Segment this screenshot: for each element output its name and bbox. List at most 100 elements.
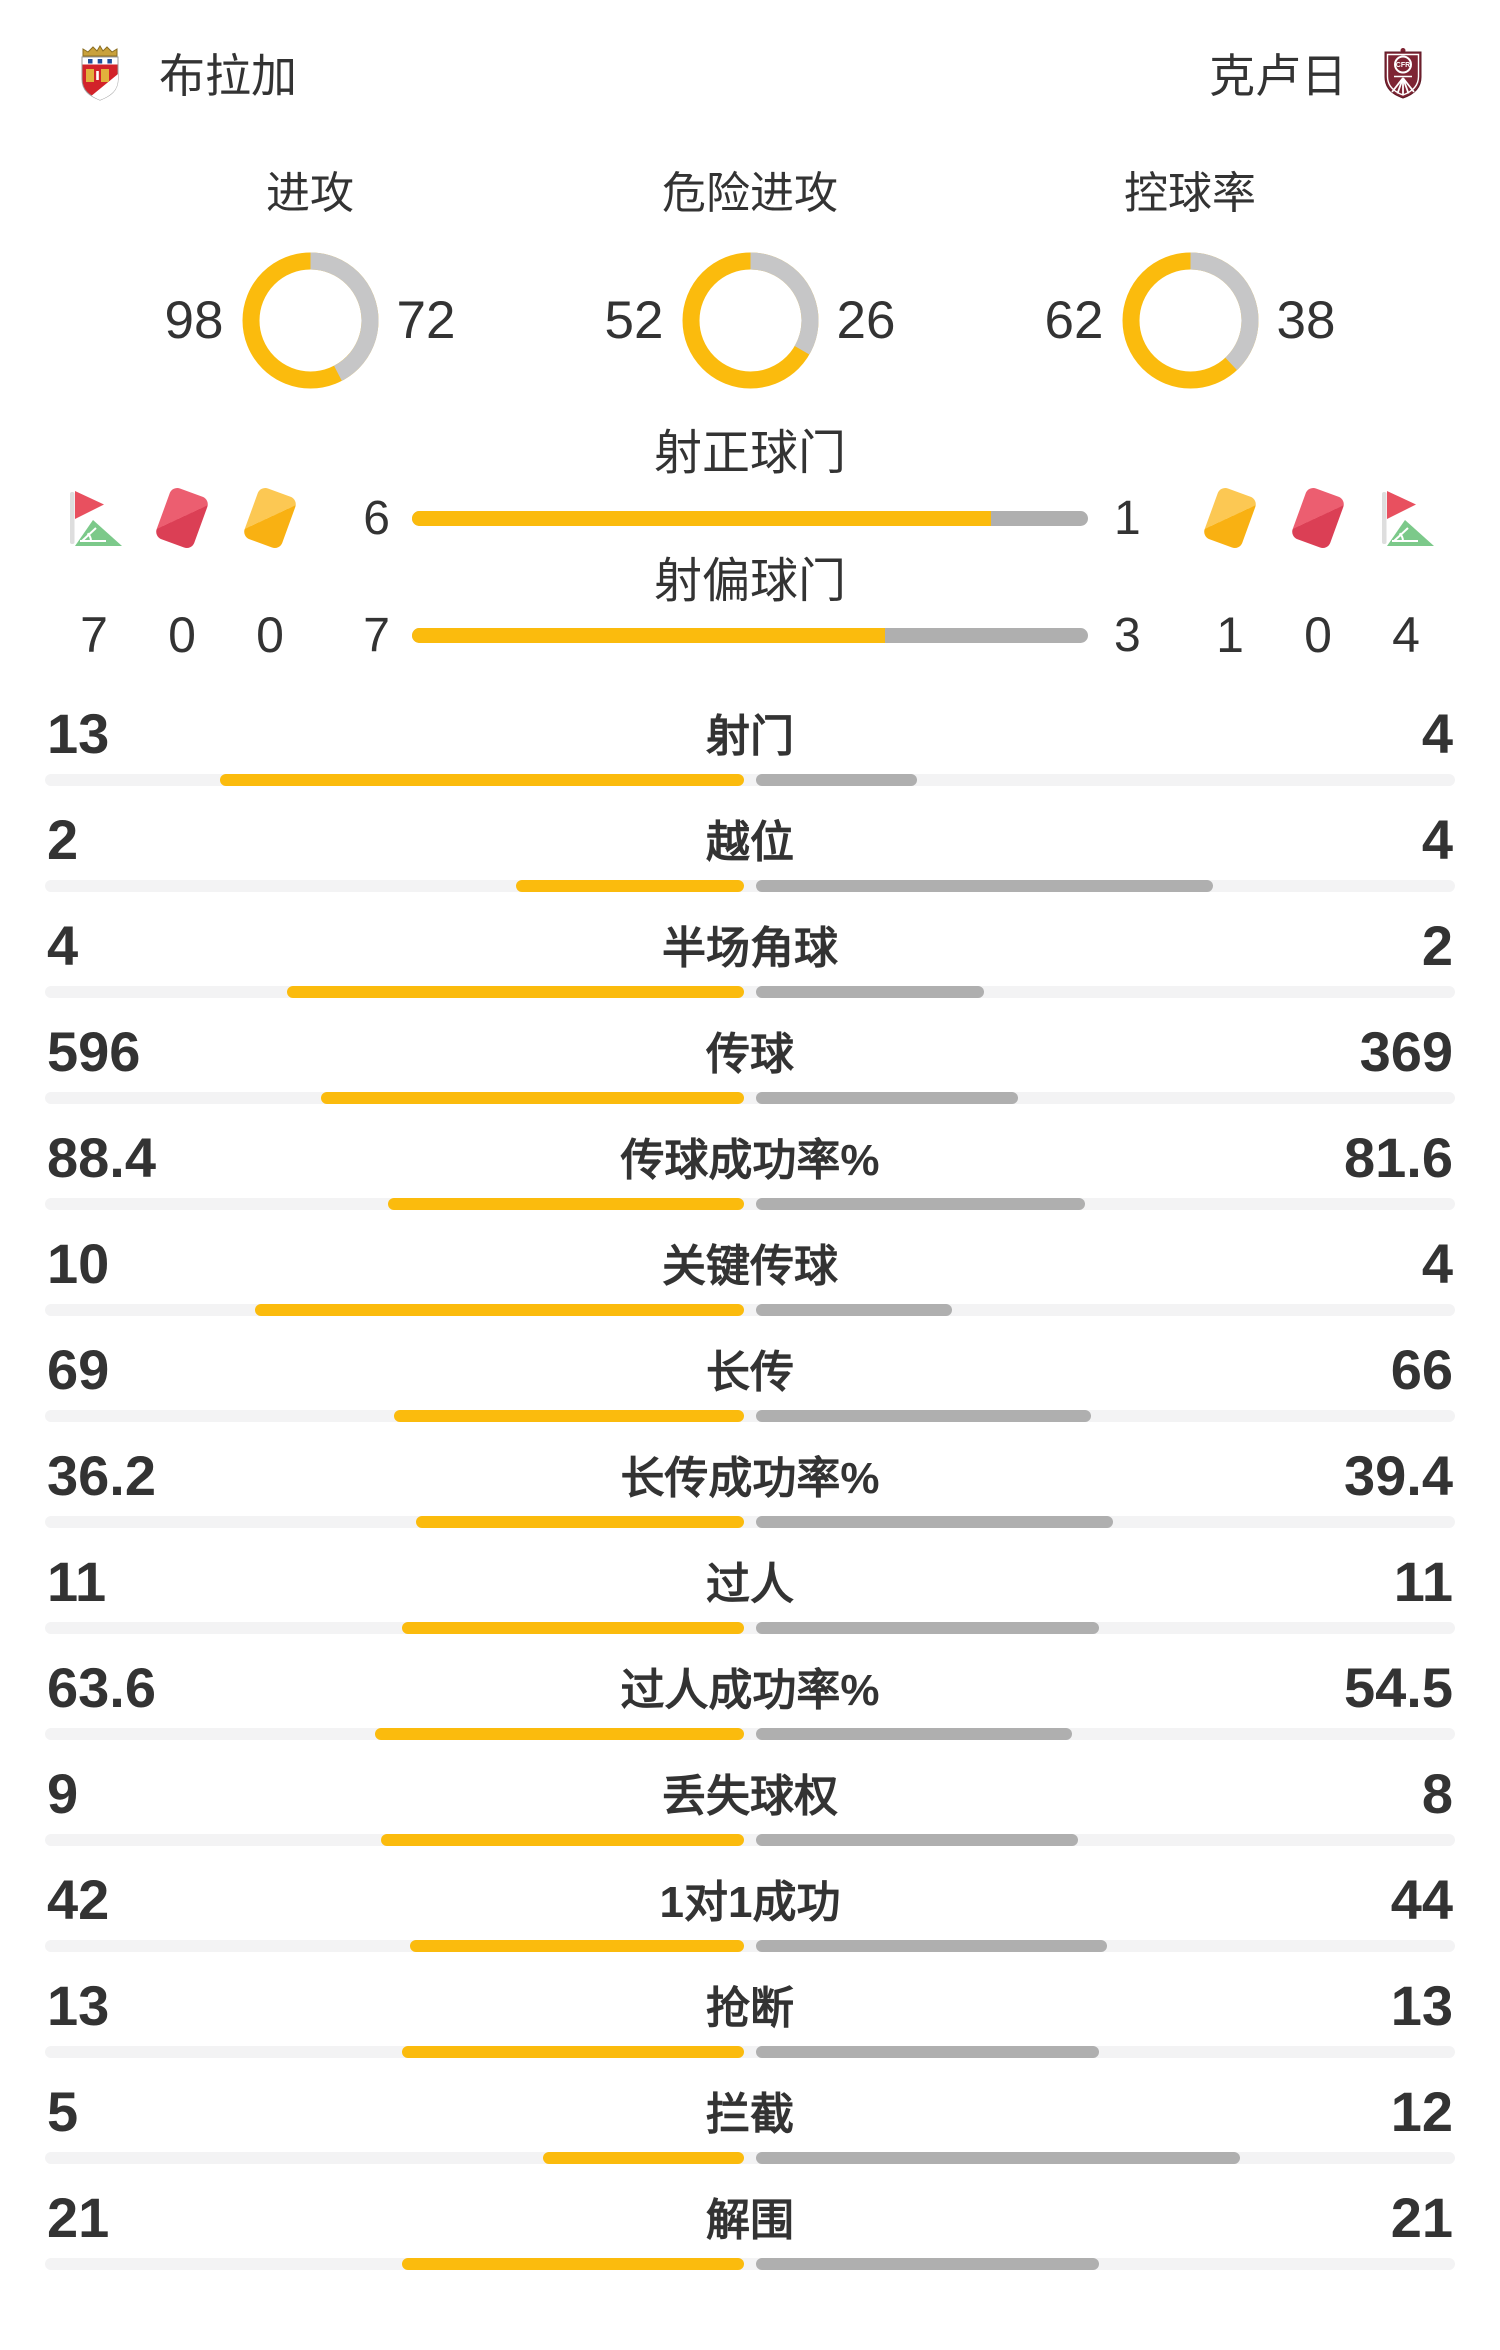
stat-bar xyxy=(45,1304,1455,1316)
stat-bar-away xyxy=(756,2152,1240,2164)
stat-away-value: 8 xyxy=(1421,1762,1453,1825)
header: 布拉加 克卢日 CFR xyxy=(75,40,1425,106)
stat-bar-home xyxy=(381,1834,744,1846)
stat-home-value: 10 xyxy=(47,1232,110,1295)
stat-row: 11 过人 11 xyxy=(45,1538,1455,1644)
donut-home-value: 98 xyxy=(164,291,224,350)
stat-row: 596 传球 369 xyxy=(45,1008,1455,1114)
stat-home-value: 36.2 xyxy=(47,1444,156,1507)
stat-bar xyxy=(45,1622,1455,1634)
braga-badge-icon xyxy=(81,45,119,101)
stat-bar-away xyxy=(756,880,1213,892)
stat-bar-home xyxy=(515,880,744,892)
stat-bar-home xyxy=(416,1516,744,1528)
stat-bar-home xyxy=(401,1622,744,1634)
away-team-name: 克卢日 xyxy=(1209,50,1347,102)
stat-home-value: 88.4 xyxy=(47,1126,156,1189)
stat-bar xyxy=(45,1834,1455,1846)
stat-away-value: 21 xyxy=(1390,2186,1453,2249)
stat-bar-away xyxy=(756,1728,1073,1740)
shots-off-target-away-value: 3 xyxy=(1114,608,1141,662)
stat-row: 13 抢断 13 xyxy=(45,1962,1455,2068)
stat-row: 13 射门 4 xyxy=(45,690,1455,796)
stat-row: 4 半场角球 2 xyxy=(45,902,1455,1008)
donut-chart xyxy=(682,252,818,389)
stat-bar-away xyxy=(756,2258,1099,2270)
away-corner-flag-icon xyxy=(1362,490,1450,546)
stat-away-value: 44 xyxy=(1390,1868,1453,1931)
stat-bar xyxy=(45,2258,1455,2270)
stat-bar xyxy=(45,2046,1455,2058)
stat-row: 42 1对1成功 44 xyxy=(45,1856,1455,1962)
stat-away-value: 2 xyxy=(1421,914,1453,977)
away-yellow-card-icon xyxy=(1186,485,1274,551)
stat-row: 2 越位 4 xyxy=(45,796,1455,902)
stat-bar-home xyxy=(401,2046,744,2058)
stat-label: 拦截 xyxy=(706,2090,794,2139)
stat-row: 5 拦截 12 xyxy=(45,2068,1455,2174)
stat-row: 88.4 传球成功率% 81.6 xyxy=(45,1114,1455,1220)
home-yellow-card-icon xyxy=(226,485,314,551)
shots-on-target-bar xyxy=(412,510,1088,526)
home-red-card-icon xyxy=(138,485,226,551)
stat-label: 射门 xyxy=(706,712,794,761)
stat-label: 1对1成功 xyxy=(659,1878,841,1927)
stat-bar xyxy=(45,1728,1455,1740)
stat-away-value: 4 xyxy=(1421,808,1453,871)
stat-away-value: 12 xyxy=(1390,2080,1453,2143)
svg-text:CFR: CFR xyxy=(1396,62,1410,69)
stat-row: 36.2 长传成功率% 39.4 xyxy=(45,1432,1455,1538)
stat-bar-home xyxy=(375,1728,744,1740)
stat-row: 10 关键传球 4 xyxy=(45,1220,1455,1326)
stat-bar-away xyxy=(756,1834,1079,1846)
donut-possession: 控球率 62 38 xyxy=(970,168,1410,389)
stat-home-value: 2 xyxy=(47,808,79,871)
stat-row: 9 丢失球权 8 xyxy=(45,1750,1455,1856)
stat-home-value: 596 xyxy=(47,1020,141,1083)
shots-off-target-title: 射偏球门 xyxy=(653,555,846,608)
stat-bar-away xyxy=(756,1198,1085,1210)
donut-title: 危险进攻 xyxy=(662,169,838,218)
donut-away-value: 72 xyxy=(396,291,456,350)
stat-bar xyxy=(45,1410,1455,1422)
stat-bar xyxy=(45,880,1455,892)
stat-away-value: 81.6 xyxy=(1344,1126,1453,1189)
stat-label: 解围 xyxy=(706,2196,794,2245)
stat-home-value: 63.6 xyxy=(47,1656,156,1719)
stat-home-value: 5 xyxy=(47,2080,79,2143)
stat-away-value: 369 xyxy=(1359,1020,1453,1083)
stat-label: 半场角球 xyxy=(662,924,838,973)
shots-on-target-title: 射正球门 xyxy=(653,427,846,480)
away-red-card-count: 0 xyxy=(1304,607,1332,663)
stat-away-value: 54.5 xyxy=(1344,1656,1453,1719)
home-red-card-count: 0 xyxy=(168,607,196,663)
stat-label: 越位 xyxy=(706,818,794,867)
stat-bar-away xyxy=(756,774,918,786)
stat-bar xyxy=(45,986,1455,998)
stat-home-value: 9 xyxy=(47,1762,79,1825)
shots-off-target-home-value: 7 xyxy=(363,608,390,662)
cards-corners-counts-row: 7 0 0 7 3 1 0 4 xyxy=(0,606,1500,664)
stat-label: 长传 xyxy=(706,1348,794,1397)
stat-bar-home xyxy=(287,986,744,998)
stat-home-value: 11 xyxy=(47,1550,107,1613)
away-corner-count: 4 xyxy=(1392,607,1420,663)
shots-section: 射正球门 6 1 xyxy=(0,430,1500,664)
donut-dangerous-attacks: 危险进攻 52 26 xyxy=(530,168,970,389)
stat-home-value: 4 xyxy=(47,914,79,977)
home-yellow-card-count: 0 xyxy=(256,607,284,663)
stat-bar xyxy=(45,1940,1455,1952)
stat-label: 关键传球 xyxy=(662,1242,838,1291)
stat-row: 21 解围 21 xyxy=(45,2174,1455,2280)
stat-bar-away xyxy=(756,1092,1018,1104)
stat-bar-home xyxy=(220,774,744,786)
stat-bar-away xyxy=(756,986,985,998)
stat-row: 69 长传 66 xyxy=(45,1326,1455,1432)
stat-label: 过人成功率% xyxy=(620,1666,880,1715)
stat-bar-away xyxy=(756,2046,1099,2058)
donut-attacks: 进攻 98 72 xyxy=(90,168,530,389)
stat-away-value: 39.4 xyxy=(1344,1444,1453,1507)
stat-home-value: 13 xyxy=(47,1974,110,2037)
stat-home-value: 13 xyxy=(47,702,110,765)
stat-bar xyxy=(45,774,1455,786)
